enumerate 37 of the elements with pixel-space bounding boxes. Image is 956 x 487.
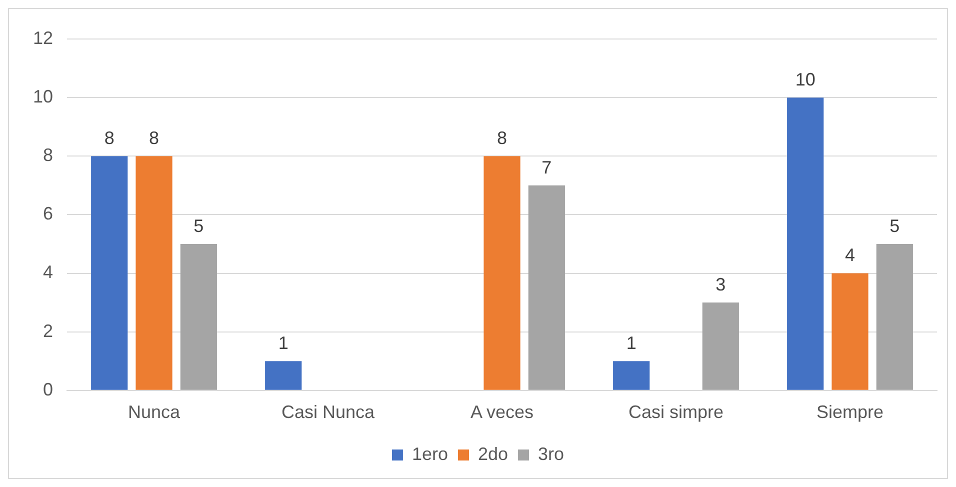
bar	[180, 244, 217, 390]
data-label: 10	[795, 70, 816, 90]
data-label: 1	[626, 333, 636, 354]
y-tick-label: 10	[32, 86, 54, 107]
data-label: 8	[497, 128, 508, 148]
data-label: 3	[716, 274, 726, 295]
y-tick-label: 0	[43, 379, 54, 400]
x-tick-label: Casi Nunca	[281, 402, 376, 422]
y-tick-label: 6	[43, 204, 54, 224]
bar	[876, 244, 913, 390]
x-tick-label: A veces	[470, 402, 534, 422]
bar	[91, 156, 128, 390]
legend-label: 1ero	[412, 444, 448, 464]
bar	[528, 185, 565, 390]
bar	[484, 156, 520, 390]
legend-label: 2do	[478, 444, 508, 464]
data-label: 1	[278, 333, 288, 354]
y-tick-label: 12	[32, 28, 54, 48]
x-tick-label: Siempre	[816, 402, 884, 422]
data-label: 5	[890, 216, 900, 236]
y-tick-label: 4	[43, 262, 54, 282]
y-tick-label: 2	[43, 320, 54, 341]
data-label: 8	[149, 128, 160, 148]
bar	[787, 98, 824, 390]
data-label: 4	[844, 245, 856, 266]
data-label: 8	[104, 128, 114, 148]
legend-label: 3ro	[538, 444, 564, 464]
y-tick-label: 8	[43, 145, 54, 166]
data-label: 7	[542, 157, 552, 178]
bar	[832, 273, 868, 390]
x-tick-label: Nunca	[128, 402, 182, 422]
bar	[613, 361, 650, 390]
x-tick-label: Casi simpre	[628, 402, 724, 422]
data-label: 5	[194, 216, 204, 236]
bar	[136, 156, 172, 390]
bar	[702, 302, 739, 390]
bar	[265, 361, 302, 390]
